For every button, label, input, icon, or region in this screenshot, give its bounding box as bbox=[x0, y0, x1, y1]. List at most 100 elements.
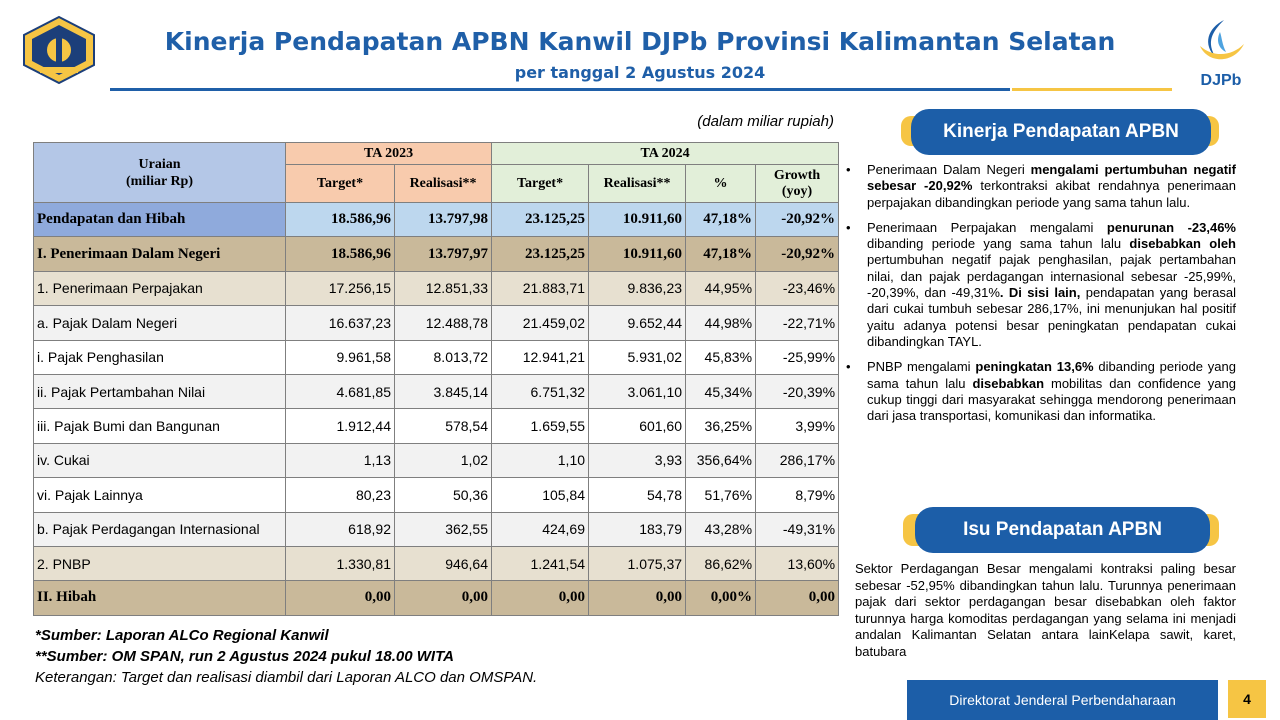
table-row: a. Pajak Dalam Negeri 16.637,23 12.488,7… bbox=[33, 305, 840, 341]
cell-growth: 8,79% bbox=[755, 477, 840, 513]
cell-growth: -49,31% bbox=[755, 511, 840, 547]
cell-target-2024: 12.941,21 bbox=[491, 339, 590, 375]
cell-pct: 45,83% bbox=[685, 339, 757, 375]
cell-growth: -20,92% bbox=[755, 201, 840, 238]
cell-realisasi-2023: 362,55 bbox=[393, 511, 493, 547]
cell-realisasi-2024: 1.075,37 bbox=[588, 545, 687, 582]
cell-realisasi-2023: 13.797,98 bbox=[393, 201, 493, 238]
bullet-text-bold: . Di sisi lain, bbox=[999, 285, 1081, 301]
cell-growth: 286,17% bbox=[755, 442, 840, 479]
cell-growth: -22,71% bbox=[755, 305, 840, 341]
djpb-logo: DJPb bbox=[1190, 18, 1252, 90]
row-label: a. Pajak Dalam Negeri bbox=[33, 305, 286, 341]
cell-target-2024: 1.659,55 bbox=[491, 408, 590, 444]
kinerja-bullet-list: • Penerimaan Dalam Negeri mengalami pert… bbox=[843, 162, 1236, 433]
table-row: i. Pajak Penghasilan 9.961,58 8.013,72 1… bbox=[33, 339, 840, 375]
cell-pct: 44,98% bbox=[685, 305, 757, 341]
cell-realisasi-2023: 13.797,97 bbox=[393, 236, 493, 272]
source-notes: *Sumber: Laporan ALCo Regional Kanwil **… bbox=[35, 625, 635, 688]
bullet-text-bold: penurunan -23,46% bbox=[1106, 219, 1236, 235]
cell-target-2024: 23.125,25 bbox=[491, 236, 590, 272]
kinerja-bullet: • Penerimaan Perpajakan mengalami penuru… bbox=[843, 220, 1236, 350]
source-note-omspan: **Sumber: OM SPAN, run 2 Agustus 2024 pu… bbox=[35, 648, 454, 665]
row-label: i. Pajak Penghasilan bbox=[33, 339, 286, 375]
cell-pct: 36,25% bbox=[685, 408, 757, 444]
cell-target-2024: 23.125,25 bbox=[491, 201, 590, 238]
header-realisasi-2023: Realisasi** bbox=[393, 164, 493, 203]
bullet-text: pendapatan yang berasal dari cukai tumbu… bbox=[867, 285, 1236, 349]
cell-target-2023: 17.256,15 bbox=[285, 270, 395, 307]
cell-target-2023: 80,23 bbox=[285, 477, 395, 513]
header-target-2023: Target* bbox=[285, 164, 395, 203]
cell-target-2023: 1.330,81 bbox=[285, 545, 395, 582]
bullet-text: PNBP mengalami bbox=[867, 359, 976, 375]
table-row: iv. Cukai 1,13 1,02 1,10 3,93 356,64% 28… bbox=[33, 442, 840, 479]
kinerja-bullet: • Penerimaan Dalam Negeri mengalami pert… bbox=[843, 162, 1236, 211]
cell-target-2024: 6.751,32 bbox=[491, 373, 590, 410]
cell-realisasi-2023: 12.488,78 bbox=[393, 305, 493, 341]
cell-growth: -25,99% bbox=[755, 339, 840, 375]
kinerja-bullet: • PNBP mengalami peningkatan 13,6% diban… bbox=[843, 359, 1236, 424]
table-row: iii. Pajak Bumi dan Bangunan 1.912,44 57… bbox=[33, 408, 840, 444]
cell-target-2024: 1,10 bbox=[491, 442, 590, 479]
page-title: Kinerja Pendapatan APBN Kanwil DJPb Prov… bbox=[164, 27, 1116, 56]
bullet-text-bold: peningkatan 13,6% bbox=[975, 359, 1094, 375]
cell-growth: 0,00 bbox=[755, 580, 840, 616]
bullet-text: Penerimaan Dalam Negeri bbox=[867, 162, 1031, 177]
table-row: ii. Pajak Pertambahan Nilai 4.681,85 3.8… bbox=[33, 373, 840, 410]
bullet-dot-icon: • bbox=[846, 359, 851, 375]
row-label: b. Pajak Perdagangan Internasional bbox=[33, 511, 286, 547]
title-underline-blue bbox=[110, 88, 1010, 91]
header-growth: Growth (yoy) bbox=[755, 164, 840, 203]
header-realisasi-2024: Realisasi** bbox=[588, 164, 687, 203]
cell-realisasi-2024: 9.652,44 bbox=[588, 305, 687, 341]
cell-target-2023: 618,92 bbox=[285, 511, 395, 547]
bullet-text: pertumbuhan negatif pajak penghasilan, p… bbox=[867, 252, 1236, 301]
cell-realisasi-2024: 0,00 bbox=[588, 580, 687, 616]
header-target-2024: Target* bbox=[491, 164, 590, 203]
source-note-alco: *Sumber: Laporan ALCo Regional Kanwil bbox=[35, 627, 329, 644]
cell-target-2024: 105,84 bbox=[491, 477, 590, 513]
page-number: 4 bbox=[1228, 680, 1266, 718]
row-label: I. Penerimaan Dalam Negeri bbox=[33, 236, 286, 272]
cell-realisasi-2024: 5.931,02 bbox=[588, 339, 687, 375]
table-row: vi. Pajak Lainnya 80,23 50,36 105,84 54,… bbox=[33, 477, 840, 513]
bullet-text: terkontraksi akibat rendahnya penerimaan… bbox=[867, 178, 1236, 210]
cell-target-2023: 16.637,23 bbox=[285, 305, 395, 341]
cell-realisasi-2023: 50,36 bbox=[393, 477, 493, 513]
bullet-dot-icon: • bbox=[846, 162, 851, 177]
cell-realisasi-2024: 9.836,23 bbox=[588, 270, 687, 307]
bullet-text-bold: disebabkan bbox=[972, 375, 1045, 391]
cell-pct: 43,28% bbox=[685, 511, 757, 547]
table-row: 1. Penerimaan Perpajakan 17.256,15 12.85… bbox=[33, 270, 840, 307]
header-uraian: Uraian (miliar Rp) bbox=[33, 142, 286, 203]
row-label: II. Hibah bbox=[33, 580, 286, 616]
revenue-table: Uraian (miliar Rp) TA 2023 TA 2024 Targe… bbox=[33, 142, 840, 616]
cell-growth: -20,92% bbox=[755, 236, 840, 272]
bullet-text: mobilitas dan confidence yang cukup ting… bbox=[867, 375, 1236, 424]
cell-growth: -23,46% bbox=[755, 270, 840, 307]
keterangan-note: Keterangan: Target dan realisasi diambil… bbox=[35, 669, 538, 686]
bullet-text: Penerimaan Perpajakan mengalami bbox=[867, 219, 1107, 235]
cell-pct: 47,18% bbox=[685, 201, 757, 238]
cell-realisasi-2024: 3,93 bbox=[588, 442, 687, 479]
cell-realisasi-2024: 183,79 bbox=[588, 511, 687, 547]
isu-panel-title: Isu Pendapatan APBN bbox=[915, 507, 1210, 553]
header-ta-2024: TA 2024 bbox=[491, 142, 840, 165]
row-label: iii. Pajak Bumi dan Bangunan bbox=[33, 408, 286, 444]
row-label: 2. PNBP bbox=[33, 545, 286, 582]
cell-target-2023: 9.961,58 bbox=[285, 339, 395, 375]
row-label: Pendapatan dan Hibah bbox=[33, 201, 286, 238]
cell-pct: 356,64% bbox=[685, 442, 757, 479]
cell-realisasi-2023: 946,64 bbox=[393, 545, 493, 582]
footer-org: Direktorat Jenderal Perbendaharaan bbox=[907, 680, 1218, 720]
cell-pct: 0,00% bbox=[685, 580, 757, 616]
cell-growth: -20,39% bbox=[755, 373, 840, 410]
header-ta-2023: TA 2023 bbox=[284, 142, 493, 165]
cell-realisasi-2024: 601,60 bbox=[588, 408, 687, 444]
bullet-text: dibanding periode yang sama tahun lalu bbox=[867, 236, 1130, 252]
row-label: iv. Cukai bbox=[33, 442, 286, 479]
bullet-text: dibanding periode yang sama tahun lalu bbox=[867, 359, 1236, 391]
cell-growth: 3,99% bbox=[755, 408, 840, 444]
cell-target-2023: 18.586,96 bbox=[285, 201, 395, 238]
